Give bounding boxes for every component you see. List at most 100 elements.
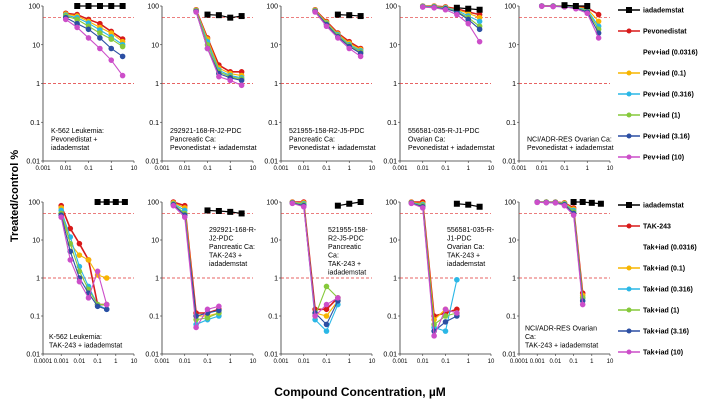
x-tick-label: 10 [131,166,138,172]
panel-annotation: Ovarian Ca: [408,137,445,144]
x-tick-label: 10 [607,166,614,172]
ref-series-line [207,13,242,19]
legend-marker [626,133,632,139]
y-tick-label: 10 [151,42,159,49]
data-point [97,35,103,41]
y-tick-label: 1 [36,276,40,283]
ref-data-point [238,13,245,20]
y-tick-label: 10 [508,42,516,49]
x-tick-label: 1 [590,359,594,365]
data-point [62,16,69,23]
x-tick-label: 0.01 [417,166,429,172]
ref-data-point [204,207,211,214]
panel-annotation: TAK-243 + [209,253,242,260]
panel-annotation: TAK-243 + iadademstat [525,343,598,350]
y-tick-label: 1 [274,81,278,88]
data-point [465,20,472,27]
ref-series-line [207,209,242,215]
x-tick-label: 1 [114,359,118,365]
legend-marker [626,28,632,34]
x-tick-label: 0.01 [74,359,86,365]
legend-marker [626,91,632,97]
legend-label: Pev+iad (0.316) [643,92,694,99]
panel-annotation: NCI/ADR-RES Ovarian [525,326,597,333]
data-point [216,303,222,310]
x-tick-label: 0.001 [392,166,408,172]
legend-marker [626,70,632,76]
legend-marker [626,202,632,208]
data-point [431,333,437,339]
x-tick-label: 0.01 [60,166,72,172]
panel-annotation: 556581-035-R-J1-PDC [408,128,480,135]
x-tick-label: 1 [348,166,352,172]
ref-data-point [588,199,595,206]
data-point [408,200,415,207]
x-tick-label: 1 [467,359,471,365]
data-point [85,295,92,301]
legend-marker [626,307,632,313]
data-point [76,240,83,247]
legend-2: iadademstat TAK-243 Tak+iad (0.0316) Tak+ia… [618,202,697,357]
ref-data-point [96,3,103,9]
panel-annotation: J1-PDC [447,236,472,243]
x-tick-label: 0.001 [511,166,527,172]
data-point [584,10,591,17]
legend-label: Pev+iad (10) [643,155,684,162]
data-point [67,225,74,232]
legend-marker [626,154,632,160]
ref-data-point [215,207,222,214]
y-tick-label: 1 [274,276,278,283]
panel-annotation: Pevonedistat + iadademstat [408,145,495,152]
panel-annotation: 292921-168-R- [209,227,257,234]
data-point [58,214,65,220]
x-tick-label: 10 [369,166,376,172]
data-point [595,11,602,18]
x-tick-label: 1 [348,359,352,365]
legend-label: Tak+iad (3.16) [643,329,689,336]
legend-marker [626,112,632,118]
data-point [357,53,364,60]
x-tick-label: 1 [229,359,233,365]
y-tick-label: 0.01 [264,159,278,166]
data-point [85,26,92,33]
y-tick-label: 0.1 [506,314,516,321]
x-tick-label: 0.01 [179,166,191,172]
data-point [103,306,110,313]
data-point [94,303,101,310]
data-point [550,3,556,10]
y-tick-label: 1 [512,276,516,283]
legend-marker [626,7,632,13]
legend-1: iadademstat Pevonedistat Pev+iad (0.0316) P… [618,7,698,162]
data-point [119,53,126,60]
panel-annotation: Pancreatic [328,244,362,251]
data-point [534,199,541,206]
y-tick-label: 0.1 [387,314,397,321]
y-tick-label: 1 [155,276,159,283]
y-tick-label: 100 [266,200,278,207]
ref-data-point [453,4,460,11]
ref-data-point [204,11,211,18]
data-point [454,11,460,18]
data-point [193,324,199,331]
x-tick-label: 0.1 [84,166,93,172]
panel-annotation: J2-PDC [209,236,234,243]
ref-data-point [570,199,577,205]
data-point [94,268,101,275]
data-point [323,328,330,334]
x-tick-label: 0.01 [536,166,548,172]
x-tick-label: 0.1 [203,359,212,365]
x-tick-label: 1 [586,166,590,172]
ref-data-point [238,210,245,217]
panel-annotation: Pancreatic Ca: [289,137,335,144]
panel-annotation: iadademstat [51,145,89,152]
data-point [561,202,568,209]
x-tick-label: 0.1 [93,359,102,365]
x-tick-label: 0.001 [273,359,289,365]
y-tick-label: 10 [32,42,40,49]
y-tick-label: 10 [508,238,516,245]
x-tick-label: 0.001 [154,166,170,172]
